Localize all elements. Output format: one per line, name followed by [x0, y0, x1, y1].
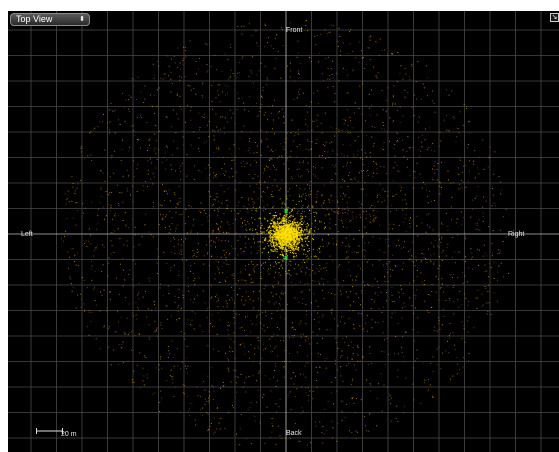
scale-bar-icon — [36, 428, 63, 434]
sensor-marker-bottom — [284, 256, 288, 260]
expand-icon[interactable]: ↘ — [550, 13, 559, 22]
direction-label-front: Front — [286, 27, 303, 34]
point-cloud-viewport[interactable]: Top View ⬍ ↘ Front Back Left Right 20 m — [8, 11, 559, 452]
point-cloud-core — [277, 225, 295, 243]
view-mode-select[interactable]: Top View ⬍ — [10, 13, 90, 26]
view-mode-select-value: Top View — [16, 14, 53, 24]
scale-bar-label: 20 m — [61, 431, 77, 438]
chevron-updown-icon: ⬍ — [79, 16, 85, 23]
point-cloud-scene[interactable] — [8, 11, 559, 452]
direction-label-left: Left — [21, 231, 33, 238]
direction-label-right: Right — [508, 231, 525, 238]
sensor-marker-top — [284, 209, 288, 213]
direction-label-back: Back — [286, 430, 302, 437]
